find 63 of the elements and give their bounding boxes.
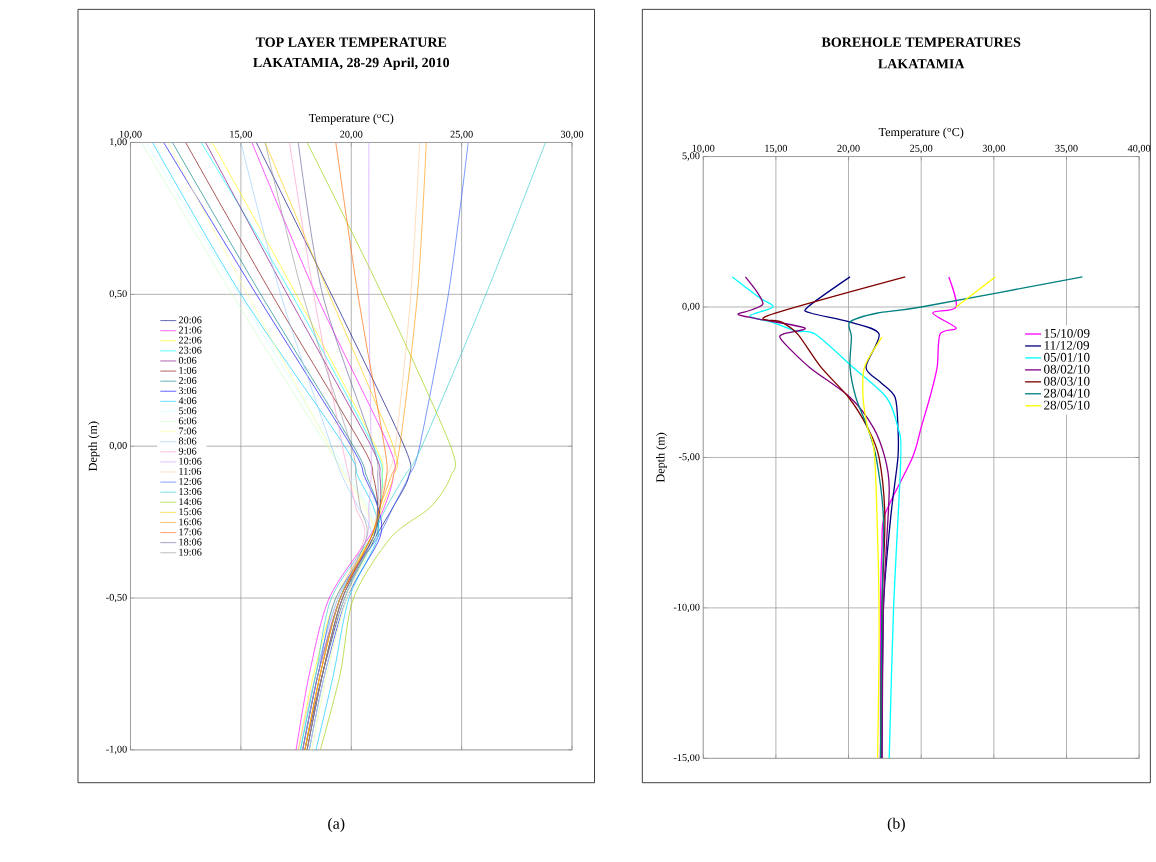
line-series [289, 142, 366, 750]
x-tick-label: 10,00 [119, 130, 142, 139]
chart-subtitle: LAKATAMIA [878, 58, 965, 69]
y-tick-label: -15,00 [673, 753, 700, 763]
x-tick-label: 35,00 [1055, 144, 1078, 154]
y-axis-title: Depth (m) [88, 421, 100, 471]
legend-label: 28/05/10 [1044, 400, 1090, 410]
x-tick-label: 25,00 [910, 144, 933, 154]
legend-label: 6:06 [178, 417, 197, 425]
legend-label: 08/02/10 [1044, 364, 1090, 374]
legend-label: 15/10/09 [1044, 328, 1090, 338]
y-tick-label: -1,00 [106, 745, 127, 754]
x-tick-label: 30,00 [560, 130, 584, 139]
text: (a) [328, 817, 345, 832]
legend-label: 20:06 [178, 316, 202, 324]
legend-label: 22:06 [178, 336, 202, 344]
x-tick-label: 15,00 [230, 130, 253, 139]
legend-label: 3:06 [178, 386, 197, 394]
y-tick-label: 0,00 [109, 441, 127, 451]
y-axis-title: Depth (m) [655, 432, 667, 483]
legend-label: 05/01/10 [1044, 352, 1090, 362]
legend-label: 08/03/10 [1044, 376, 1090, 386]
y-tick-label: -0,50 [106, 593, 127, 603]
legend-label: 17:06 [179, 528, 202, 536]
legend-label: 9:06 [178, 447, 197, 455]
legend-label: 28/04/10 [1044, 388, 1090, 398]
legend-label: 21:06 [178, 326, 202, 334]
legend-label: 14:06 [179, 497, 202, 505]
y-tick-label: 1,00 [110, 138, 127, 147]
legend-label: 13:06 [179, 487, 202, 495]
x-tick-label: 25,00 [450, 130, 473, 139]
legend-label: 10:06 [179, 457, 202, 465]
legend-label: 2:06 [178, 376, 197, 384]
chart-title: BOREHOLE TEMPERATURES [821, 37, 1021, 47]
x-tick-label: 15,00 [765, 144, 788, 154]
legend-label: 12:06 [179, 477, 202, 485]
y-tick-label: 5,00 [682, 152, 700, 161]
legend-label: 18:06 [179, 538, 202, 546]
legend-label: 0:06 [178, 356, 197, 364]
text: (b) [887, 817, 905, 832]
y-tick-label: 0,00 [682, 302, 700, 312]
y-tick-label: -5,00 [678, 453, 700, 462]
y-tick-label: 0,50 [109, 289, 127, 299]
x-axis-title: Temperature (°C) [878, 127, 964, 139]
legend-label: 4:06 [178, 397, 197, 405]
chart-subtitle: LAKATAMIA, 28-29 April, 2010 [253, 57, 450, 70]
legend-label: 11:06 [179, 467, 202, 475]
legend-label: 16:06 [179, 518, 202, 526]
x-tick-label: 30,00 [982, 144, 1005, 154]
line-series [300, 142, 546, 750]
legend-label: 15:06 [179, 508, 202, 516]
chart-title: TOP LAYER TEMPERATURE [255, 37, 447, 47]
legend-label: 23:06 [178, 346, 202, 354]
x-tick-label: 20,00 [837, 144, 860, 154]
x-tick-label: 20,00 [340, 130, 363, 139]
legend-label: 5:06 [179, 407, 197, 415]
legend-label: 1:06 [179, 366, 197, 374]
legend-label: 11/12/09 [1044, 340, 1090, 350]
x-axis-title: Temperature ($^{o}$C) [308, 113, 394, 125]
legend-label: 8:06 [178, 437, 197, 445]
y-tick-label: -10,00 [673, 603, 700, 612]
legend-label: 7:06 [179, 427, 197, 435]
legend-label: 19:06 [179, 548, 202, 556]
